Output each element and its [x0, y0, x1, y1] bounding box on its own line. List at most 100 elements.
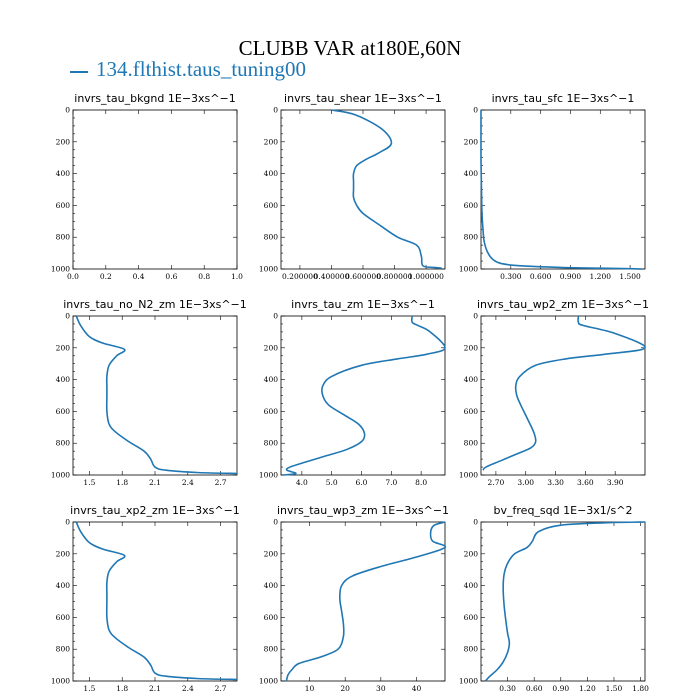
x-tick-label: 1.500: [619, 272, 641, 281]
y-tick-label: 1000: [259, 677, 278, 686]
series-line: [480, 109, 643, 270]
x-tick-label: 5.0: [326, 478, 338, 487]
x-tick-label: 8.0: [415, 478, 427, 487]
subplot-title: invrs_tau_wp3_zm 1E−3xs^−1: [277, 504, 449, 517]
series-line: [331, 109, 442, 270]
subplot-7: invrs_tau_xp2_zm 1E−3xs^−10 200 400 600 800 1…: [51, 504, 240, 693]
x-tick-label: 6.0: [356, 478, 368, 487]
plot-frame: [72, 521, 238, 682]
x-tick-label: 0.4: [133, 272, 145, 281]
y-tick-label: 800: [264, 439, 279, 448]
x-tick-label: 1.5: [83, 478, 95, 487]
y-tick-label: 1000: [51, 471, 70, 480]
y-tick-label: 600: [264, 407, 279, 416]
subplot-4: invrs_tau_no_N2_zm 1E−3xs^−10 200 400 600 80…: [51, 298, 247, 487]
x-tick-label: 2.70: [488, 478, 505, 487]
x-tick-label: 2.7: [215, 684, 227, 693]
x-tick-label: 7.0: [385, 478, 397, 487]
y-tick-label: 600: [464, 613, 479, 622]
y-tick-label: 400: [464, 581, 479, 590]
y-tick-label: 200: [464, 137, 479, 146]
y-tick-label: 600: [56, 407, 71, 416]
y-tick-label: 400: [56, 169, 71, 178]
subplot-3: invrs_tau_sfc 1E−3xs^−1 0 200 400 600 800 1000…: [459, 92, 646, 281]
x-tick-label: 1.80: [632, 684, 649, 693]
subplot-title: invrs_tau_bkgnd 1E−3xs^−1: [74, 92, 235, 105]
y-tick-label: 800: [264, 645, 279, 654]
y-tick-label: 400: [264, 169, 279, 178]
y-tick-label: 800: [56, 439, 71, 448]
x-tick-label: 0.2: [100, 272, 112, 281]
y-tick-label: 0: [273, 518, 278, 527]
x-tick-label: 0.0: [67, 272, 79, 281]
y-tick-label: 600: [464, 407, 479, 416]
plot-frame: [72, 109, 238, 270]
x-tick-label: 2.4: [182, 478, 194, 487]
x-tick-label: 30: [376, 684, 386, 693]
y-tick-label: 200: [264, 343, 279, 352]
x-tick-label: 2.1: [149, 684, 161, 693]
x-tick-label: 0.60: [526, 684, 543, 693]
subplot-2: invrs_tau_shear 1E−3xs^−1 0 200 400 600 800 10…: [259, 92, 446, 281]
x-tick-label: 1.50: [606, 684, 623, 693]
subplot-9: bv_freq_sqd 1E−3x1/s^2 0 200 400 600 800 1000 0…: [459, 504, 649, 693]
y-tick-label: 400: [56, 581, 71, 590]
series-line: [285, 521, 447, 682]
subplot-8: invrs_tau_wp3_zm 1E−3xs^−10 200 400 600 800 1…: [259, 504, 449, 693]
y-tick-label: 1000: [259, 471, 278, 480]
series-line: [283, 315, 446, 476]
y-tick-label: 600: [464, 201, 479, 210]
page-title: CLUBB VAR at180E,60N: [238, 36, 462, 60]
y-tick-label: 600: [264, 201, 279, 210]
y-tick-label: 400: [56, 375, 71, 384]
y-tick-label: 0: [273, 106, 278, 115]
subplot-title: invrs_tau_xp2_zm 1E−3xs^−1: [70, 504, 240, 517]
y-tick-label: 200: [264, 549, 279, 558]
x-tick-label: 0.200000: [282, 272, 318, 281]
x-tick-label: 1.20: [579, 684, 596, 693]
series-line: [75, 315, 238, 475]
x-tick-label: 10: [305, 684, 315, 693]
y-tick-label: 0: [473, 312, 478, 321]
x-tick-label: 3.60: [577, 478, 594, 487]
y-tick-label: 600: [56, 613, 71, 622]
plot-frame: [280, 315, 446, 476]
subplot-title: invrs_tau_wp2_zm 1E−3xs^−1: [477, 298, 649, 311]
x-tick-label: 0.600000: [345, 272, 381, 281]
x-tick-label: 2.4: [182, 684, 194, 693]
x-tick-label: 0.30: [499, 684, 516, 693]
x-tick-label: 20: [340, 684, 350, 693]
x-tick-label: 2.1: [149, 478, 161, 487]
y-tick-label: 400: [464, 375, 479, 384]
x-tick-label: 3.90: [607, 478, 624, 487]
y-tick-label: 0: [65, 518, 70, 527]
y-tick-label: 0: [473, 106, 478, 115]
subplot-title: invrs_tau_zm 1E−3xs^−1: [291, 298, 435, 311]
x-tick-label: 0.800000: [377, 272, 413, 281]
y-tick-label: 0: [65, 106, 70, 115]
x-tick-label: 0.900: [560, 272, 582, 281]
x-tick-label: 1.000000: [408, 272, 444, 281]
y-tick-label: 200: [264, 137, 279, 146]
legend-label: 134.flthist.taus_tuning00: [96, 57, 306, 81]
y-tick-label: 1000: [459, 677, 478, 686]
subplot-1: invrs_tau_bkgnd 1E−3xs^−1 0 200 400 600 800 10…: [51, 92, 243, 281]
plot-frame: [480, 109, 646, 270]
x-tick-label: 1.0: [231, 272, 243, 281]
y-tick-label: 0: [473, 518, 478, 527]
x-tick-label: 0.400000: [314, 272, 350, 281]
x-tick-label: 40: [412, 684, 422, 693]
x-tick-label: 0.6: [165, 272, 177, 281]
x-tick-label: 2.7: [215, 478, 227, 487]
y-tick-label: 1000: [259, 265, 278, 274]
x-tick-label: 1.8: [116, 478, 128, 487]
subplot-title: invrs_tau_no_N2_zm 1E−3xs^−1: [63, 298, 247, 311]
y-tick-label: 200: [56, 343, 71, 352]
y-tick-label: 200: [464, 549, 479, 558]
subplot-5: invrs_tau_zm 1E−3xs^−1 0 200 400 600 800 1000 4…: [259, 298, 446, 487]
y-tick-label: 1000: [459, 265, 478, 274]
subplot-title: invrs_tau_shear 1E−3xs^−1: [284, 92, 442, 105]
y-tick-label: 1000: [459, 471, 478, 480]
y-tick-label: 0: [273, 312, 278, 321]
